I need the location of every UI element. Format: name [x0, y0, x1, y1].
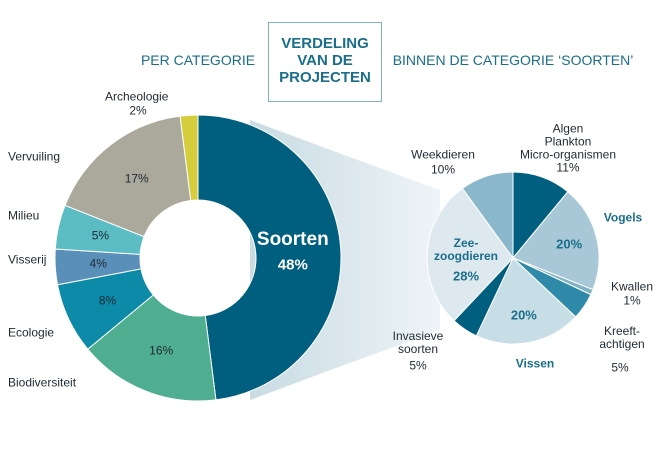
value-label: 48%	[277, 256, 308, 274]
slice	[179, 114, 199, 202]
value-label: 1%	[623, 293, 641, 308]
value-label: 17%	[124, 171, 149, 186]
title: VERDELING VAN DE PROJECTEN	[268, 22, 382, 102]
category-label: Vervuiling	[8, 149, 61, 164]
category-label: Visserij	[8, 252, 47, 267]
category-label: Zee- zoogdieren	[433, 236, 499, 263]
value-label: 8%	[98, 293, 117, 308]
category-label: Ecologie	[8, 325, 55, 340]
category-label: Soorten	[256, 228, 329, 250]
value-label: 20%	[510, 307, 537, 323]
category-label: Vogels	[603, 210, 643, 225]
slice	[64, 115, 192, 238]
value-label: 4%	[89, 256, 107, 271]
value-label: 28%	[452, 268, 480, 284]
value-label: 5%	[409, 358, 427, 373]
value-label: 5%	[91, 228, 110, 243]
category-label: Milieu	[8, 208, 40, 223]
slice	[87, 294, 217, 402]
category-label: Weekdieren	[411, 147, 475, 162]
slice	[197, 114, 342, 401]
value-label: 20%	[556, 236, 583, 252]
category-label: Archeologie	[105, 89, 169, 104]
value-label: 16%	[149, 343, 174, 358]
slice	[426, 187, 514, 322]
subtitle: PER CATEGORIE	[140, 52, 256, 68]
value-label: 2%	[129, 103, 147, 118]
category-label: Invasieve soorten	[392, 329, 444, 356]
value-label: 5%	[611, 360, 629, 375]
category-label: Kreeft- achtigen	[599, 324, 645, 351]
subtitle: BINNEN DE CATEGORIE ‘SOORTEN’	[392, 52, 634, 68]
value-label: 10%	[430, 162, 456, 177]
value-label: 11%	[556, 160, 580, 175]
slice	[512, 191, 600, 291]
category-label: Biodiversiteit	[8, 375, 77, 390]
category-label: Kwallen	[610, 279, 654, 294]
category-label: Algen Plankton Micro-organismen	[519, 121, 617, 162]
slice	[475, 257, 577, 345]
slice	[461, 171, 514, 260]
category-label: Vissen	[515, 356, 555, 371]
